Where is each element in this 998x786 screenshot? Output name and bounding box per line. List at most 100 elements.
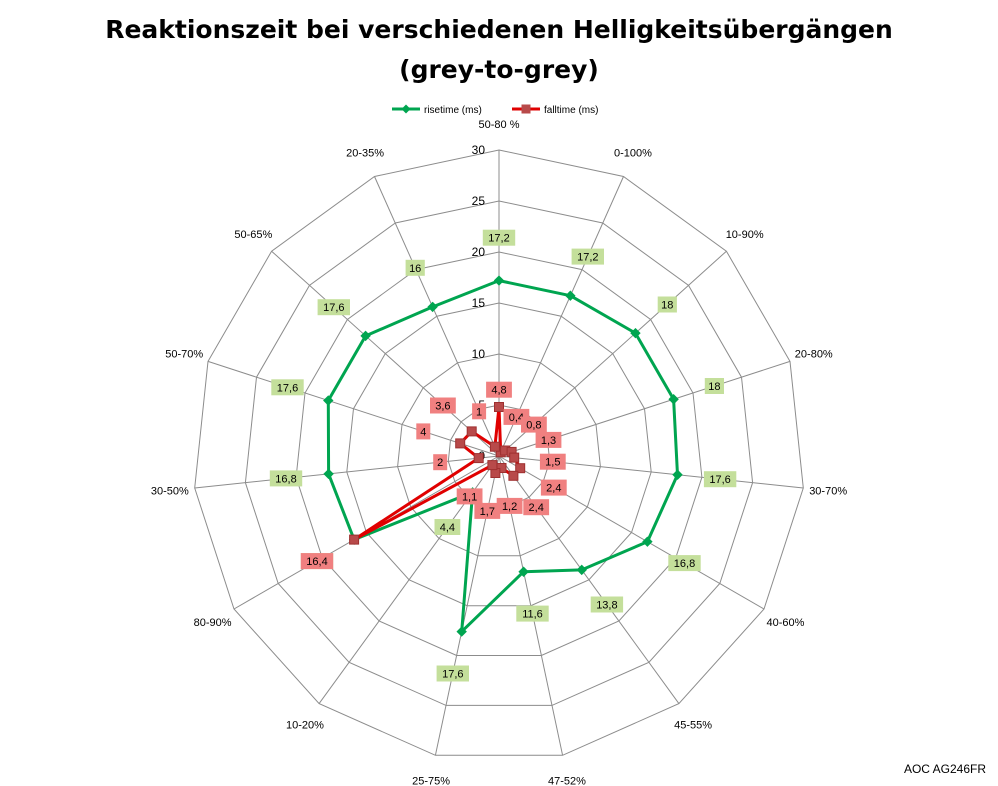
risetime-data-label-bg: [704, 378, 724, 394]
category-label: 40-60%: [767, 617, 805, 629]
grid-layer: [194, 149, 804, 756]
risetime-data-label-bg: [590, 596, 624, 613]
falltime-point: [508, 470, 519, 481]
category-label: 30-50%: [151, 486, 189, 498]
category-label: 50-65%: [234, 229, 272, 241]
tick-label: 15: [472, 296, 486, 310]
grid-ring: [194, 149, 804, 756]
grid-spoke: [271, 250, 500, 457]
risetime-data-label: 11,6: [522, 609, 543, 621]
falltime-point: [455, 438, 466, 449]
risetime-data-label: 16: [409, 263, 421, 275]
risetime-data-label-bg: [668, 555, 701, 572]
risetime-data-label-bg: [436, 665, 469, 682]
risetime-data-label-bg: [269, 470, 303, 487]
falltime-point: [509, 452, 520, 463]
legend-label-1: risetime (ms): [424, 105, 482, 116]
risetime-data-label: 16,8: [674, 558, 695, 570]
falltime-point: [473, 453, 484, 464]
risetime-data-label-bg: [482, 229, 516, 246]
falltime-data-label-bg: [430, 397, 456, 414]
risetime-data-label-bg: [405, 259, 425, 276]
risetime-data-label-bg: [516, 605, 549, 622]
category-label: 25-75%: [412, 776, 450, 786]
falltime-data-label: 2: [437, 457, 443, 469]
risetime-point: [630, 327, 641, 339]
legend-marker-1: [401, 104, 411, 114]
falltime-data-label: 1,2: [502, 501, 517, 513]
risetime-data-label-bg: [434, 519, 461, 535]
risetime-point: [518, 566, 529, 577]
tick-label: 25: [472, 194, 486, 208]
category-label: 10-20%: [286, 720, 324, 732]
falltime-data-label-bg: [496, 497, 523, 514]
risetime-data-label: 16,8: [275, 473, 296, 485]
falltime-point: [489, 441, 500, 452]
risetime-data-label: 17,6: [709, 474, 730, 486]
falltime-data-label: 2,4: [546, 483, 561, 495]
risetime-point: [576, 564, 587, 576]
category-label: 80-90%: [194, 617, 232, 629]
grid-spoke: [207, 360, 500, 457]
falltime-data-label-bg: [523, 499, 550, 516]
category-label: 20-80%: [795, 348, 833, 360]
risetime-point: [642, 536, 653, 547]
risetime-point: [427, 301, 438, 313]
falltime-data-label-bg: [433, 454, 448, 471]
risetime-data-label-bg: [271, 379, 304, 396]
category-label: 45-55%: [674, 720, 712, 732]
grid-spoke: [194, 455, 500, 489]
falltime-point: [515, 463, 526, 474]
risetime-point: [323, 395, 334, 406]
falltime-point: [349, 534, 360, 545]
tick-label: 10: [472, 347, 486, 361]
risetime-data-label: 17,6: [442, 669, 463, 681]
axis-label-layer: 50-80 % 0-100% 10-90% 20-80% 30-70% 40-60% 45-…: [151, 119, 847, 786]
risetime-point: [493, 275, 505, 286]
series-layer: [323, 275, 683, 637]
falltime-data-label: 1: [476, 406, 482, 418]
falltime-data-label-bg: [472, 403, 487, 420]
falltime-data-label: 4: [420, 426, 426, 438]
falltime-data-label-bg: [539, 453, 566, 470]
risetime-data-label-bg: [657, 296, 677, 313]
category-label: 47-52%: [548, 776, 586, 786]
category-label: 50-70%: [165, 348, 203, 360]
falltime-data-label-bg: [540, 479, 567, 496]
series-line-1: [326, 279, 679, 634]
risetime-point: [360, 330, 371, 342]
chart-title: Reaktionszeit bei verschiedenen Helligke…: [0, 10, 998, 90]
risetime-data-label: 17,2: [577, 252, 598, 264]
falltime-data-label: 1,7: [480, 506, 495, 518]
falltime-data-label: 2,4: [529, 502, 544, 514]
falltime-data-label-bg: [416, 423, 431, 440]
legend: risetime (ms) falltime (ms): [392, 104, 598, 116]
falltime-data-label: 16,4: [306, 556, 327, 568]
footer-label: AOC AG246FR: [903, 762, 986, 776]
category-label: 50-80 %: [479, 119, 520, 131]
risetime-data-label: 13,8: [596, 600, 617, 612]
falltime-point: [487, 460, 498, 471]
risetime-data-label: 17,2: [488, 233, 509, 245]
tick-label: 30: [472, 143, 486, 157]
category-label: 20-35%: [346, 148, 384, 160]
falltime-data-label-bg: [486, 381, 512, 398]
falltime-point: [466, 426, 477, 437]
falltime-data-label: 1,1: [462, 491, 477, 503]
risetime-point: [456, 626, 467, 637]
risetime-data-label: 17,6: [323, 302, 344, 314]
falltime-data-label-bg: [535, 431, 562, 448]
falltime-data-label-bg: [474, 502, 501, 519]
falltime-data-label: 0,8: [526, 420, 541, 432]
risetime-data-label: 18: [661, 300, 673, 312]
legend-marker-2: [521, 104, 531, 114]
grid-spoke: [498, 455, 680, 704]
falltime-data-label-bg: [521, 416, 547, 433]
falltime-data-label: 0,4: [509, 412, 524, 424]
risetime-point: [668, 394, 679, 405]
chart-title-line-2: (grey-to-grey): [399, 55, 599, 84]
risetime-point: [565, 290, 576, 301]
risetime-data-label: 17,6: [277, 382, 298, 394]
category-label: 10-90%: [726, 229, 764, 241]
